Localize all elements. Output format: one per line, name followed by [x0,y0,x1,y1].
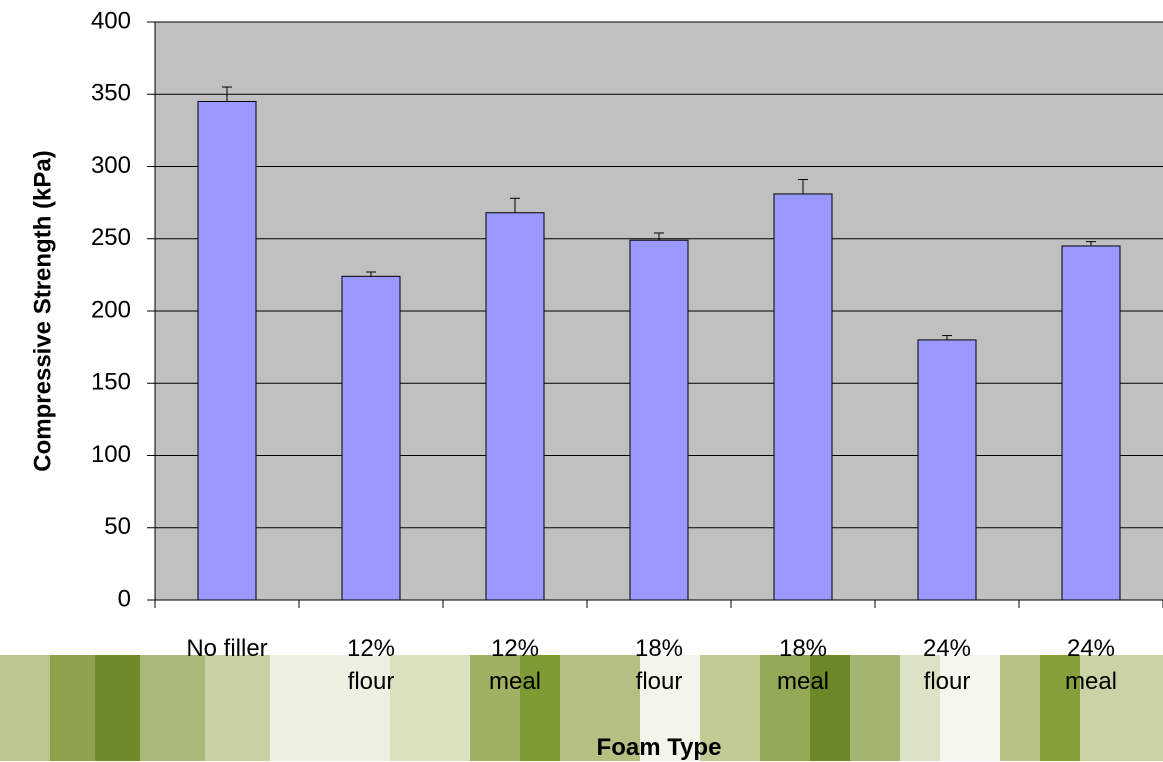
bar [629,239,689,601]
x-tick-label: No filler [186,635,268,662]
bar [1061,245,1121,601]
bar [485,212,545,601]
x-tick-label: 12% meal [488,635,542,695]
y-tick-label: 100 [91,441,131,468]
y-tick-label: 150 [91,369,131,396]
y-tick-label: 0 [118,585,131,612]
y-tick-label: 200 [91,296,131,323]
x-tick-label: 24% meal [1064,635,1118,695]
y-tick-label: 300 [91,152,131,179]
x-tick-label: 12% flour [346,635,396,695]
bar [197,100,257,601]
bar [773,193,833,601]
y-tick-label: 400 [91,7,131,34]
x-tick-label: 18% flour [634,635,684,695]
bar [341,275,401,601]
x-tick-label: 18% meal [776,635,830,695]
bar [917,339,977,601]
background-stripes [0,655,1163,761]
x-axis-title: Foam Type [596,734,722,761]
y-tick-label: 350 [91,80,131,107]
y-tick-label: 250 [91,224,131,251]
x-tick-label: 24% flour [922,635,972,695]
y-axis-title: Compressive Strength (kPa) [29,150,56,471]
y-tick-label: 50 [104,513,131,540]
